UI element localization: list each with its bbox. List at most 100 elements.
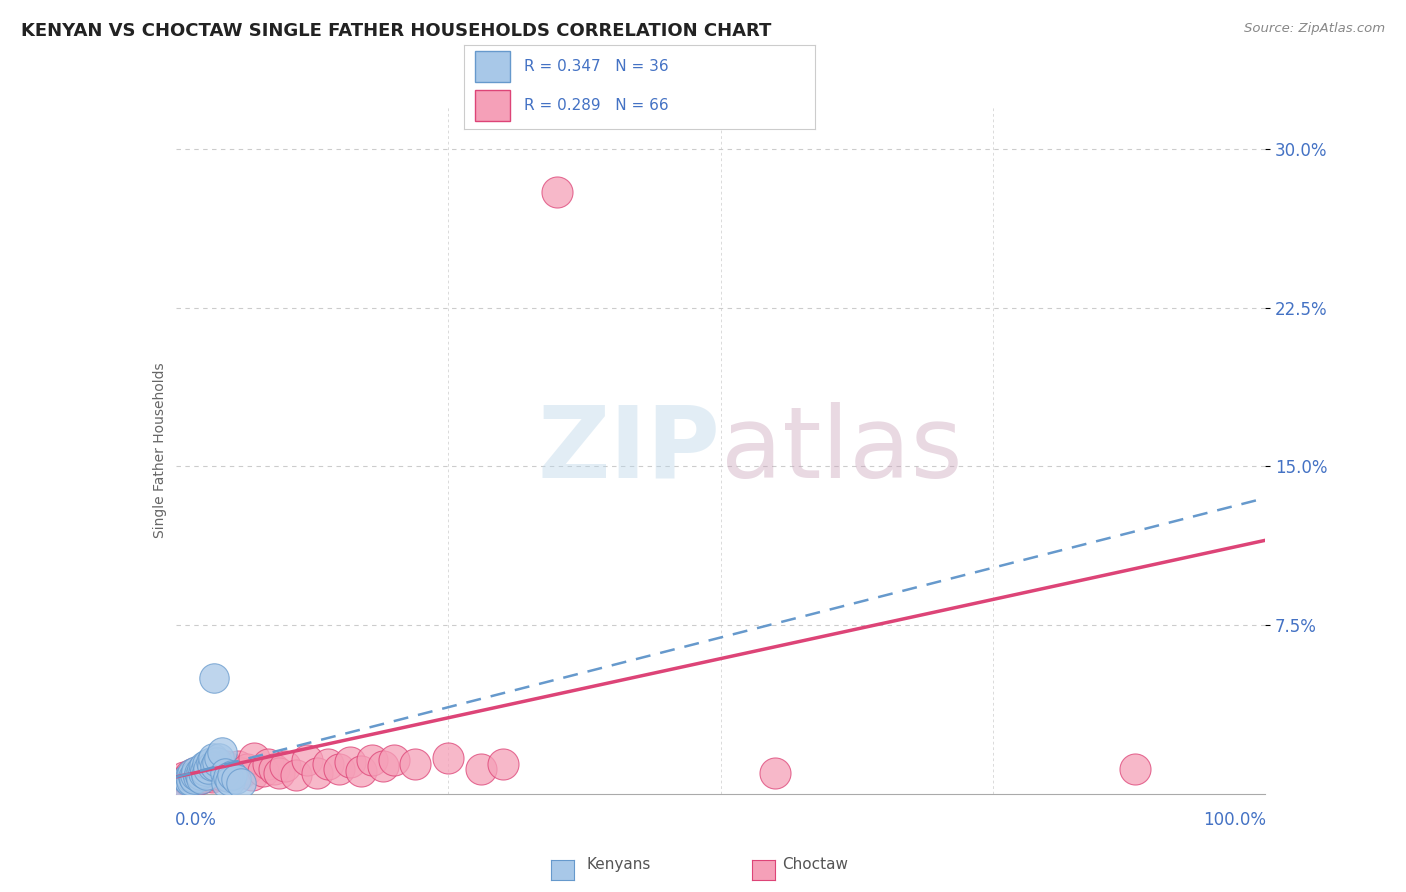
- Point: [257, 757, 280, 772]
- Point: [194, 770, 217, 784]
- Point: [214, 765, 236, 780]
- Point: [470, 762, 492, 776]
- Point: [252, 764, 274, 778]
- Point: [307, 765, 329, 780]
- Point: [328, 762, 350, 776]
- Point: [269, 765, 291, 780]
- Point: [371, 759, 394, 773]
- Point: [263, 762, 285, 776]
- Point: [243, 751, 266, 765]
- Point: [190, 770, 212, 784]
- Point: [217, 764, 239, 778]
- Point: [204, 768, 226, 782]
- Point: [179, 770, 201, 784]
- Point: [201, 770, 224, 784]
- Point: [437, 751, 460, 765]
- Point: [221, 762, 243, 776]
- Point: [188, 768, 211, 782]
- FancyBboxPatch shape: [475, 90, 510, 120]
- Point: [219, 765, 242, 780]
- Point: [177, 774, 200, 789]
- Point: [197, 762, 219, 776]
- Point: [181, 770, 204, 784]
- Point: [217, 770, 239, 784]
- Point: [274, 759, 297, 773]
- Point: [211, 768, 233, 782]
- Point: [186, 768, 209, 782]
- Point: [193, 762, 215, 776]
- Point: [197, 768, 219, 782]
- Point: [215, 762, 238, 776]
- Point: [200, 762, 222, 776]
- Point: [208, 751, 231, 765]
- Point: [211, 759, 233, 773]
- Point: [187, 772, 209, 786]
- Point: [195, 765, 218, 780]
- Point: [225, 772, 247, 786]
- Point: [176, 772, 198, 786]
- Point: [382, 753, 405, 767]
- Point: [231, 765, 253, 780]
- Point: [235, 762, 257, 776]
- Point: [191, 762, 214, 776]
- Point: [183, 765, 205, 780]
- Point: [179, 768, 201, 782]
- Point: [176, 772, 198, 786]
- Point: [174, 776, 197, 790]
- Text: atlas: atlas: [721, 402, 962, 499]
- Point: [191, 765, 214, 780]
- Point: [318, 757, 340, 772]
- Point: [202, 759, 225, 773]
- Point: [181, 770, 204, 784]
- Point: [240, 768, 263, 782]
- Point: [205, 765, 228, 780]
- Point: [195, 768, 218, 782]
- Point: [190, 772, 212, 786]
- Point: [201, 751, 224, 765]
- Point: [205, 764, 228, 778]
- Point: [186, 764, 208, 778]
- Point: [211, 745, 233, 759]
- Text: 0.0%: 0.0%: [174, 811, 217, 829]
- Text: KENYAN VS CHOCTAW SINGLE FATHER HOUSEHOLDS CORRELATION CHART: KENYAN VS CHOCTAW SINGLE FATHER HOUSEHOL…: [21, 22, 772, 40]
- Point: [204, 759, 226, 773]
- Point: [186, 770, 209, 784]
- Point: [546, 185, 568, 199]
- Text: R = 0.289   N = 66: R = 0.289 N = 66: [524, 98, 668, 113]
- Point: [193, 759, 215, 773]
- Point: [172, 776, 194, 790]
- Point: [201, 765, 224, 780]
- Point: [215, 759, 238, 773]
- Point: [191, 768, 214, 782]
- Point: [360, 753, 382, 767]
- Point: [295, 753, 318, 767]
- Point: [173, 770, 195, 784]
- Point: [184, 768, 207, 782]
- Point: [221, 768, 243, 782]
- Point: [214, 765, 236, 780]
- Point: [194, 764, 217, 778]
- Point: [226, 759, 249, 773]
- Point: [231, 776, 253, 790]
- Text: Source: ZipAtlas.com: Source: ZipAtlas.com: [1244, 22, 1385, 36]
- FancyBboxPatch shape: [475, 52, 510, 82]
- Point: [202, 671, 225, 685]
- Point: [1123, 762, 1146, 776]
- Point: [180, 774, 202, 789]
- Point: [219, 774, 242, 789]
- Point: [184, 770, 207, 784]
- Point: [284, 768, 307, 782]
- Point: [208, 762, 231, 776]
- Point: [191, 765, 214, 780]
- Text: ZIP: ZIP: [537, 402, 721, 499]
- Text: Kenyans: Kenyans: [586, 857, 651, 872]
- Point: [492, 757, 515, 772]
- Point: [225, 764, 247, 778]
- Text: R = 0.347   N = 36: R = 0.347 N = 36: [524, 59, 668, 74]
- Text: Choctaw: Choctaw: [783, 857, 848, 872]
- Point: [177, 774, 200, 789]
- Point: [200, 755, 222, 769]
- Point: [195, 764, 218, 778]
- Point: [173, 776, 195, 790]
- Point: [201, 759, 224, 773]
